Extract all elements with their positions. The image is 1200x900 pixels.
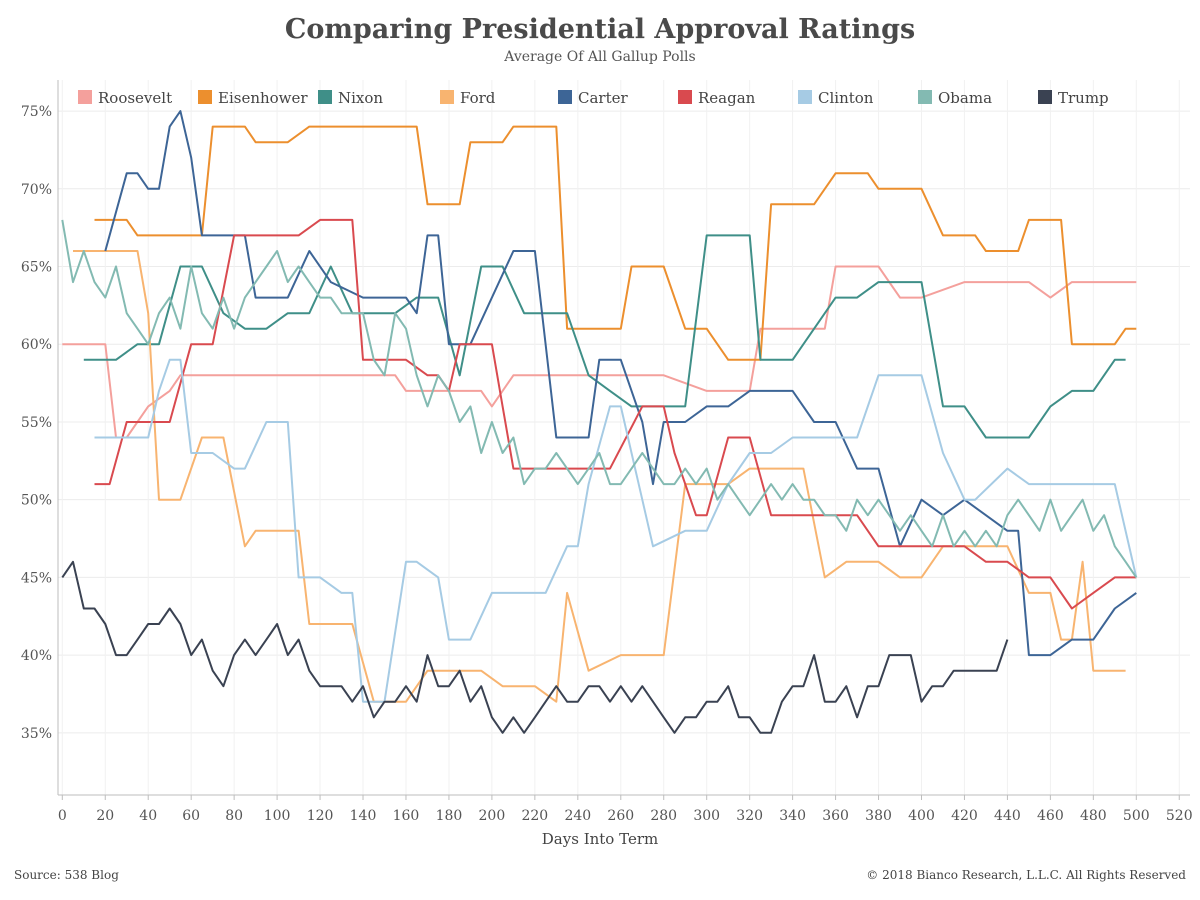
y-tick-label: 60% — [21, 337, 52, 353]
legend-label: Trump — [1058, 89, 1109, 107]
legend-item-obama: Obama — [918, 89, 992, 107]
x-tick-label: 40 — [139, 808, 157, 824]
legend-label: Carter — [578, 89, 628, 107]
legend: Roosevelt Eisenhower Nixon Ford Carter Reagan… — [78, 89, 1109, 107]
x-tick-label: 100 — [264, 808, 291, 824]
legend-swatch — [678, 90, 692, 104]
x-tick-label: 280 — [650, 808, 677, 824]
series-line-trump — [61, 560, 1009, 734]
series-line-nixon — [83, 234, 1126, 439]
legend-swatch — [558, 90, 572, 104]
x-tick-label: 220 — [521, 808, 548, 824]
legend-item-carter: Carter — [558, 89, 628, 107]
x-tick-label: 340 — [779, 808, 806, 824]
x-tick-label: 520 — [1166, 808, 1193, 824]
x-tick-label: 200 — [479, 808, 506, 824]
x-tick-label: 420 — [951, 808, 978, 824]
y-tick-label: 35% — [21, 726, 52, 742]
x-tick-label: 20 — [96, 808, 114, 824]
x-tick-label: 460 — [1037, 808, 1064, 824]
x-axis-label: Days Into Term — [541, 830, 659, 848]
x-tick-label: 360 — [822, 808, 849, 824]
legend-item-nixon: Nixon — [318, 89, 383, 107]
x-tick-label: 320 — [736, 808, 763, 824]
legend-label: Eisenhower — [218, 89, 308, 107]
legend-swatch — [918, 90, 932, 104]
legend-label: Nixon — [338, 89, 383, 107]
legend-item-roosevelt: Roosevelt — [78, 89, 172, 107]
legend-swatch — [1038, 90, 1052, 104]
y-tick-label: 65% — [21, 260, 52, 276]
legend-item-trump: Trump — [1038, 89, 1109, 107]
series-line-carter — [104, 110, 1137, 657]
x-tick-label: 160 — [393, 808, 420, 824]
y-tick-label: 40% — [21, 648, 52, 664]
chart-subtitle: Average Of All Gallup Polls — [504, 49, 696, 65]
series-line-roosevelt — [62, 265, 1137, 439]
legend-swatch — [798, 90, 812, 104]
x-tick-label: 480 — [1080, 808, 1107, 824]
legend-label: Obama — [938, 89, 992, 107]
copyright-note: © 2018 Bianco Research, L.L.C. All Right… — [866, 868, 1186, 882]
legend-item-eisenhower: Eisenhower — [198, 89, 308, 107]
legend-label: Roosevelt — [98, 89, 172, 107]
chart-title: Comparing Presidential Approval Ratings — [284, 14, 916, 45]
y-tick-label: 75% — [21, 104, 52, 120]
legend-swatch — [78, 90, 92, 104]
source-note: Source: 538 Blog — [14, 868, 119, 882]
legend-item-clinton: Clinton — [798, 89, 874, 107]
x-tick-label: 400 — [908, 808, 935, 824]
x-tick-label: 180 — [436, 808, 463, 824]
axes: 35% 40% 45% 50% 55% 60% 65% 70% 75% 0 20 40 60 80 100 1… — [21, 80, 1193, 824]
legend-swatch — [318, 90, 332, 104]
series-line-eisenhower — [94, 125, 1137, 361]
x-tick-label: 300 — [693, 808, 720, 824]
x-tick-label: 60 — [182, 808, 200, 824]
x-tick-label: 260 — [607, 808, 634, 824]
y-tick-label: 45% — [21, 570, 52, 586]
y-tick-label: 70% — [21, 182, 52, 198]
y-tick-label: 55% — [21, 415, 52, 431]
x-tick-label: 380 — [865, 808, 892, 824]
legend-label: Ford — [460, 89, 496, 107]
legend-swatch — [198, 90, 212, 104]
x-tick-label: 140 — [350, 808, 377, 824]
y-tick-label: 50% — [21, 493, 52, 509]
grid — [58, 80, 1190, 795]
x-tick-label: 120 — [307, 808, 334, 824]
legend-item-reagan: Reagan — [678, 89, 756, 107]
series-lines — [61, 110, 1138, 734]
series-line-clinton — [94, 358, 1138, 703]
series-line-obama — [61, 219, 1138, 578]
series-line-reagan — [94, 218, 1137, 610]
x-tick-label: 0 — [58, 808, 67, 824]
x-tick-label: 440 — [994, 808, 1021, 824]
x-tick-label: 80 — [225, 808, 243, 824]
x-tick-label: 240 — [564, 808, 591, 824]
legend-label: Reagan — [698, 89, 756, 107]
legend-item-ford: Ford — [440, 89, 496, 107]
legend-label: Clinton — [818, 89, 874, 107]
x-tick-label: 500 — [1123, 808, 1150, 824]
legend-swatch — [440, 90, 454, 104]
